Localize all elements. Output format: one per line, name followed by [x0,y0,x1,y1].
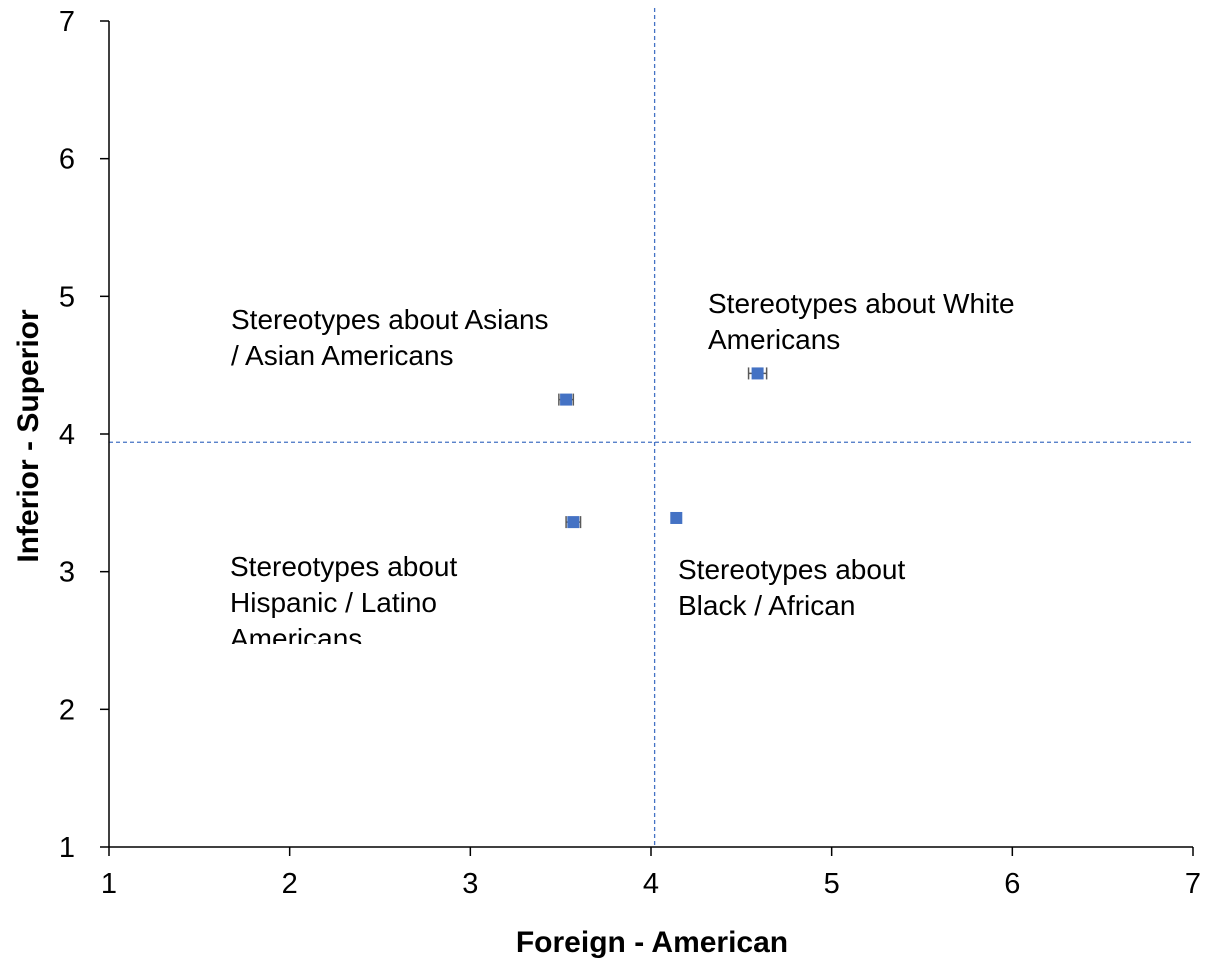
x-tick-label: 7 [1185,868,1201,900]
annotation-line: Americans [230,623,362,654]
annotation-line: / Asian Americans [231,340,454,371]
annotations: Stereotypes about Asians / Asian American… [230,288,1015,654]
data-point-marker [751,367,764,380]
x-tick-label: 4 [643,868,659,900]
x-tick-label: 5 [824,868,840,900]
data-point-marker [567,516,580,529]
annotation-line: Stereotypes about White [708,288,1015,319]
y-axis-title: Inferior - Superior [12,309,45,563]
annotation-line: Stereotypes about Asians [231,304,549,335]
x-tick-label: 6 [1004,868,1020,900]
data-points [558,367,768,529]
annotation-label: Stereotypes about Hispanic / Latino Americ… [230,551,457,654]
annotation-line: Americans [708,324,840,355]
y-tick-label: 1 [59,832,75,864]
annotation-label: Stereotypes about Black / African [678,554,905,621]
x-axis-title: Foreign - American [516,926,788,959]
y-tick-label: 7 [59,6,75,38]
y-tick-label: 5 [59,281,75,313]
annotation-line: Stereotypes about [678,554,905,585]
x-tick-label: 1 [101,868,117,900]
x-tick-label: 2 [282,868,298,900]
y-tick-label: 4 [59,419,75,451]
annotation-line: Stereotypes about [230,551,457,582]
reference-lines [109,8,1192,847]
y-tick-label: 2 [59,694,75,726]
annotation-label: Stereotypes about White Americans [708,288,1015,355]
data-point-marker [670,511,683,524]
y-tick-label: 3 [59,557,75,589]
x-tick-label: 3 [462,868,478,900]
axes [108,21,1193,848]
annotation-line: Hispanic / Latino [230,587,437,618]
data-point-marker [560,393,573,406]
annotation-line: Black / African [678,590,855,621]
ticks: 1 2 3 4 5 6 7 1 2 3 4 5 6 7 [59,6,1201,900]
y-tick-label: 6 [59,144,75,176]
annotation-label: Stereotypes about Asians / Asian American… [231,304,549,371]
